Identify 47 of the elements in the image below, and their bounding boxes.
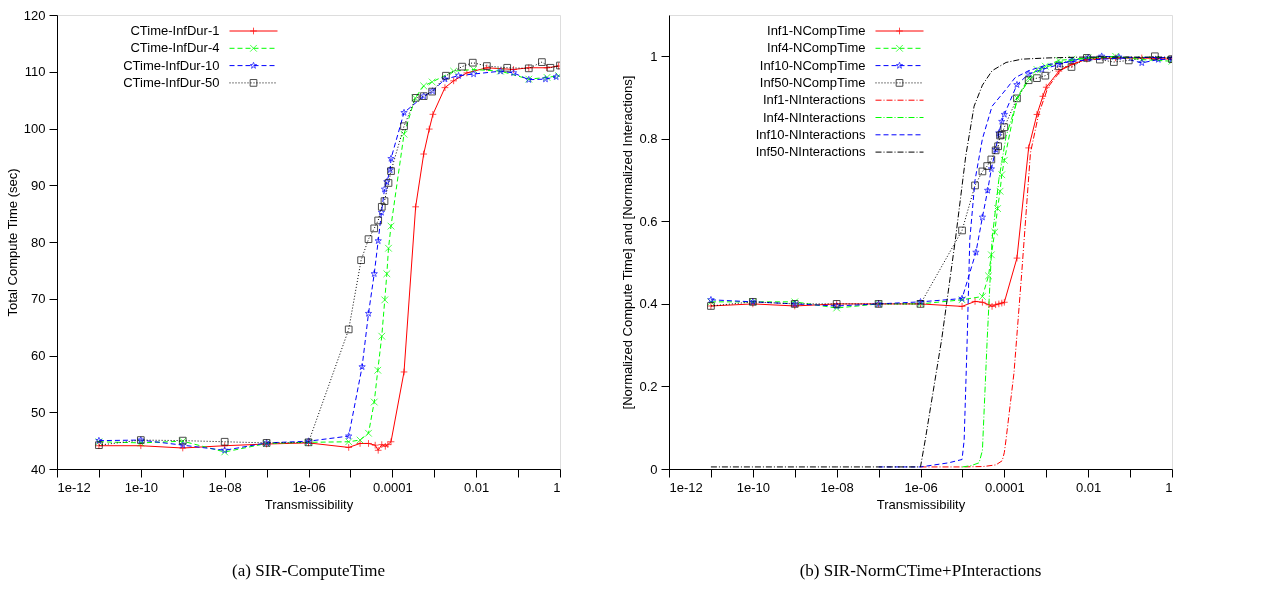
- legend-label: Inf1-NInteractions: [762, 92, 866, 108]
- x-axis-title: Transmissibility: [876, 496, 966, 512]
- x-axis-title: Transmissibility: [264, 496, 354, 512]
- legend-label: Inf10-NCompTime: [759, 57, 866, 73]
- x-tick-label: 1: [1165, 479, 1173, 495]
- y-tick-label: 0: [650, 461, 658, 477]
- y-tick-label: 0.2: [639, 378, 658, 394]
- x-tick-label: 0.0001: [372, 479, 413, 495]
- text: (a) SIR-ComputeTime: [232, 561, 385, 580]
- y-axis-title: Total Compute Time (sec): [4, 168, 20, 317]
- y-tick-label: 80: [31, 234, 46, 250]
- x-tick-label: 0.01: [464, 479, 490, 495]
- x-tick-label: 1e-06: [292, 479, 326, 495]
- y-tick-label: 0.4: [639, 296, 658, 312]
- y-tick-label: 90: [31, 177, 46, 193]
- legend-label: Inf10-NInteractions: [755, 126, 866, 142]
- x-tick-label: 1e-10: [736, 479, 770, 495]
- legend-label: CTime-InfDur-10: [123, 57, 220, 73]
- x-tick-label: 0.0001: [984, 479, 1025, 495]
- text: (b) SIR-NormCTime+PInteractions: [799, 561, 1042, 580]
- legend-label: CTime-InfDur-4: [130, 40, 220, 56]
- y-tick-label: 70: [31, 291, 46, 307]
- x-tick-label: 0.01: [1076, 479, 1102, 495]
- legend-label: Inf4-NInteractions: [762, 109, 866, 125]
- y-tick-label: 110: [24, 64, 46, 80]
- y-tick-label: 60: [31, 348, 46, 363]
- y-tick-label: 1: [650, 48, 658, 64]
- x-tick-label: 1e-10: [124, 479, 158, 495]
- y-tick-label: 0.6: [639, 213, 658, 229]
- y-axis-title: [Normalized Compute Time] and [Normalized Interactions]: [620, 75, 636, 410]
- y-tick-label: 100: [23, 121, 46, 136]
- y-tick-label: 40: [31, 461, 46, 477]
- x-tick-label: 1e-12: [669, 479, 703, 495]
- y-tick-label: 50: [31, 404, 46, 420]
- x-tick-label: 1e-12: [57, 479, 91, 495]
- legend-label: Inf50-NInteractions: [755, 144, 866, 160]
- x-tick-label: 1: [553, 479, 561, 495]
- x-tick-label: 1e-06: [904, 479, 938, 495]
- x-tick-label: 1e-08: [208, 479, 242, 495]
- legend-label: Inf50-NCompTime: [759, 74, 866, 90]
- legend-label: CTime-InfDur-50: [123, 74, 220, 90]
- x-tick-label: 1e-08: [820, 479, 854, 495]
- y-tick-label: 120: [23, 7, 46, 23]
- legend-label: Inf4-NCompTime: [767, 40, 866, 56]
- y-tick-label: 0.8: [639, 131, 658, 147]
- legend-label: CTime-InfDur-1: [130, 23, 220, 38]
- legend-label: Inf1-NCompTime: [767, 23, 866, 38]
